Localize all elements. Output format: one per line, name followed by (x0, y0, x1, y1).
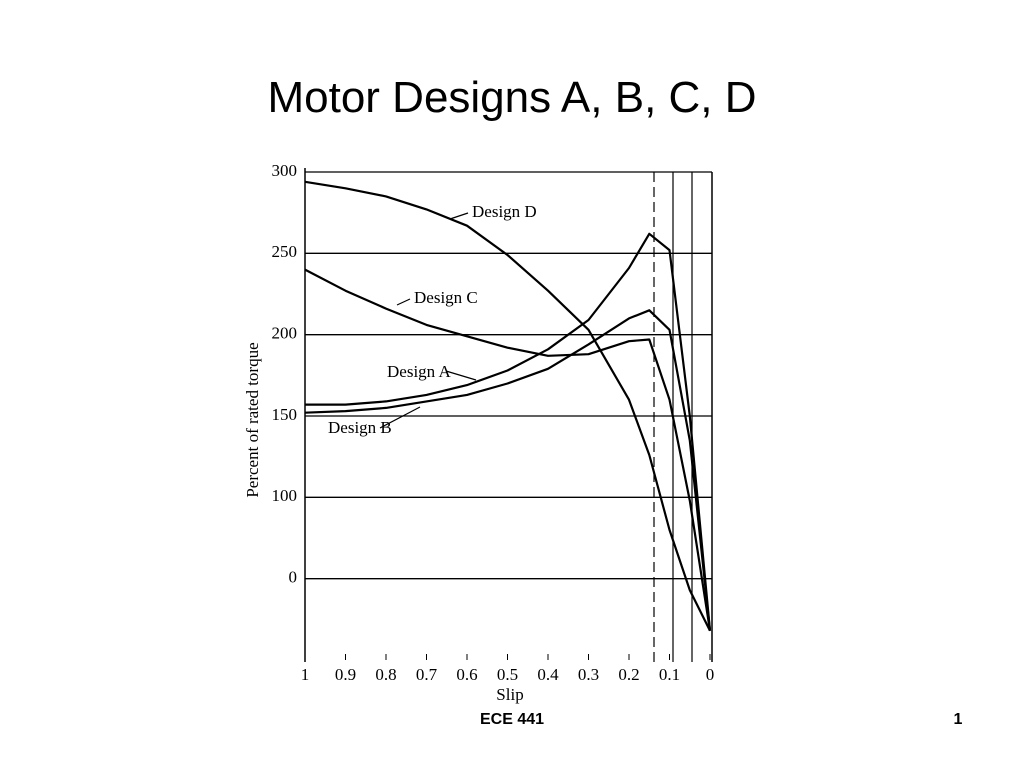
x-tick-label: 0.6 (456, 665, 477, 684)
legend-entry: Design A (387, 362, 451, 381)
series-line (304, 180, 711, 632)
footer-text: ECE 441 (480, 711, 544, 728)
x-tick-label: 1 (301, 665, 310, 684)
x-tick-label: 0.8 (375, 665, 396, 684)
page-number: 1 (954, 711, 963, 728)
x-axis-label: Slip (496, 685, 523, 704)
y-tick-label: 0 (289, 568, 298, 587)
y-tick-label: 300 (272, 161, 298, 180)
legend-entry: Design B (328, 418, 392, 437)
legend-arrow (449, 212, 469, 220)
y-tick-label: 100 (272, 486, 298, 505)
legend-entry: Design D (472, 202, 537, 221)
y-axis-label: Percent of rated torque (243, 342, 262, 497)
slide-title: Motor Designs A, B, C, D (267, 73, 756, 122)
x-tick-label: 0.4 (537, 665, 559, 684)
x-tick-label: 0.7 (416, 665, 438, 684)
legend-arrow (379, 406, 421, 429)
y-tick-label: 200 (272, 324, 298, 343)
series-line (304, 309, 712, 631)
x-tick-label: 0.2 (618, 665, 639, 684)
x-tick-label: 0.9 (335, 665, 356, 684)
x-tick-label: 0.1 (659, 665, 680, 684)
y-tick-label: 150 (272, 405, 298, 424)
x-tick-label: 0 (706, 665, 715, 684)
legend-entry: Design C (414, 288, 478, 307)
series-line (304, 268, 712, 631)
y-tick-label: 250 (272, 242, 298, 261)
x-tick-label: 0.5 (497, 665, 518, 684)
series-line (305, 232, 712, 631)
legend-arrow (445, 370, 477, 381)
x-tick-label: 0.3 (578, 665, 599, 684)
legend-arrow (396, 298, 411, 306)
